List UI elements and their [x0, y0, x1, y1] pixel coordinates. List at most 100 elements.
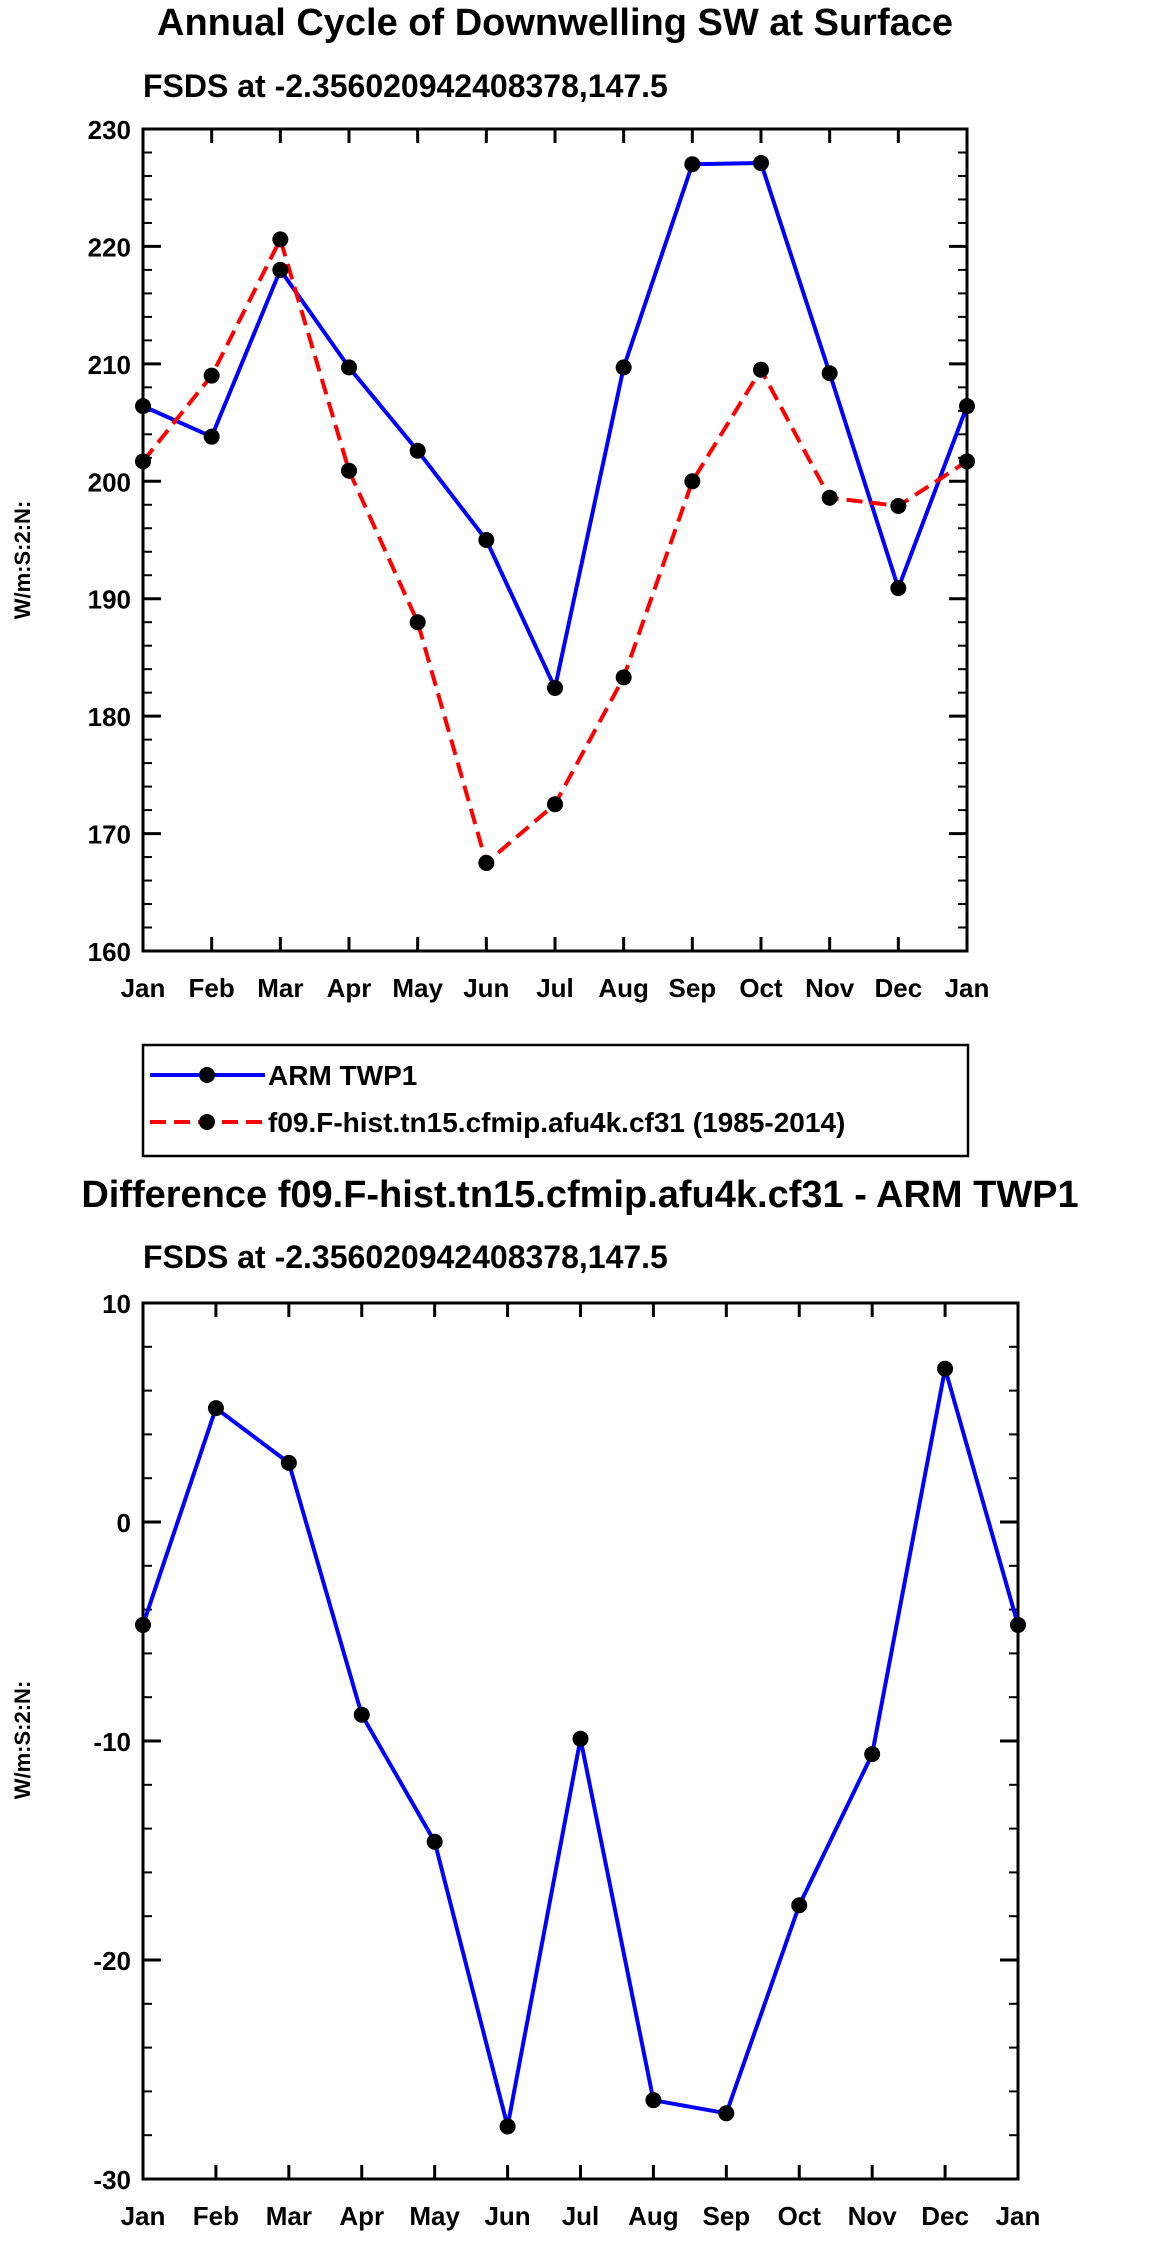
- chart-1-series-0-point: [615, 359, 632, 376]
- chart-2-series-0-point: [135, 1616, 151, 1633]
- chart-2-x-tick-label: Jul: [562, 2201, 600, 2231]
- chart-1-series-1-point: [684, 473, 701, 490]
- chart-1-series-1-point: [753, 361, 769, 378]
- chart-1-series-0-point: [959, 398, 975, 415]
- chart-1-series-1-point: [203, 367, 220, 384]
- chart-1-x-tick-label: May: [392, 973, 443, 1003]
- chart-1-x-tick-labels: Jan Feb Mar Apr May Jun Jul Aug Sep Oct Nov Dec Jan: [121, 973, 990, 1003]
- chart-1-series-1-point: [341, 462, 357, 479]
- chart-1-subtitle: FSDS at -2.356020942408378,147.5: [143, 68, 668, 104]
- chart-1-series-1-point: [959, 453, 975, 470]
- chart-2-title: Difference f09.F-hist.tn15.cfmip.afu4k.c…: [81, 1174, 1078, 1216]
- chart-2-x-tick-label: Aug: [628, 2201, 679, 2231]
- chart-2-subtitle: FSDS at -2.356020942408378,147.5: [143, 1239, 668, 1275]
- chart-1-y-tick-label: 210: [88, 350, 131, 380]
- chart-2: Difference f09.F-hist.tn15.cfmip.afu4k.c…: [10, 1174, 1079, 2231]
- chart-2-plot-frame: [141, 1301, 1020, 2181]
- chart-2-x-tick-label: Nov: [848, 2201, 898, 2231]
- chart-1-x-tick-label: Nov: [805, 973, 855, 1003]
- chart-1-x-tick-label: Apr: [327, 973, 372, 1003]
- chart-2-series-0-point: [572, 1730, 589, 1747]
- chart-2-x-tick-label: Mar: [266, 2201, 312, 2231]
- chart-1-y-axis-label: W/m:S:2:N:: [10, 501, 35, 620]
- chart-2-x-tick-label: Jan: [996, 2201, 1041, 2231]
- chart-1-series-line-1: [141, 237, 969, 865]
- legend-arm-label: ARM TWP1: [268, 1060, 417, 1091]
- chart-1-x-tick-label: Aug: [598, 973, 649, 1003]
- chart-1-x-tick-label: Oct: [739, 973, 783, 1003]
- chart-1-series-line-0: [142, 161, 969, 690]
- chart-2-series-0-point: [864, 1746, 881, 1763]
- legend-box: [141, 1043, 970, 1158]
- chart-2-x-tick-label: Jun: [484, 2201, 530, 2231]
- chart-2-y-tick-label: 10: [102, 1289, 131, 1319]
- chart-2-series-0-point: [718, 2105, 735, 2122]
- chart-1-x-tick-label: Jul: [536, 973, 574, 1003]
- chart-1-series-0-point: [684, 156, 701, 173]
- chart-2-series: [135, 1360, 1026, 2135]
- chart-1-x-tick-label: Jun: [463, 973, 509, 1003]
- chart-2-x-tick-label: Oct: [778, 2201, 822, 2231]
- chart-1-series-1-point: [409, 614, 426, 631]
- chart-1-x-tick-label: Dec: [874, 973, 922, 1003]
- legend-model-marker: [199, 1114, 215, 1130]
- chart-1-series-0-point: [203, 428, 220, 445]
- chart-1-series-1-point: [890, 497, 907, 514]
- chart-2-series-0-point: [645, 2092, 662, 2109]
- chart-2-series-0-point: [280, 1454, 297, 1471]
- chart-1-series-0-point: [341, 359, 357, 376]
- chart-1-series: [135, 155, 975, 871]
- chart-1-series-1-point: [272, 231, 289, 248]
- chart-1-y-tick-label: 220: [88, 232, 131, 262]
- chart-1-x-tick-label: Sep: [668, 973, 716, 1003]
- chart-2-x-tick-label: May: [409, 2201, 460, 2231]
- chart-1: Annual Cycle of Downwelling SW at Surfac…: [10, 2, 989, 1003]
- chart-1-x-tick-label: Mar: [257, 973, 303, 1003]
- chart-1-y-tick-labels: 160 170 180 190 200 210 220 230: [88, 115, 131, 967]
- legend-model-label: f09.F-hist.tn15.cfmip.afu4k.cf31 (1985-2…: [268, 1107, 845, 1138]
- chart-2-series-0-point: [791, 1897, 808, 1914]
- chart-2-series-0-point: [426, 1833, 443, 1850]
- chart-1-y-tick-label: 230: [88, 115, 131, 145]
- chart-1-x-tick-label: Jan: [945, 973, 990, 1003]
- chart-1-series-1-point: [478, 854, 495, 871]
- chart-2-series-line-0: [141, 1366, 1020, 2129]
- chart-2-y-tick-label: -10: [93, 1727, 131, 1757]
- chart-2-x-tick-label: Apr: [339, 2201, 384, 2231]
- chart-2-x-tick-labels: Jan Feb Mar Apr May Jun Jul Aug Sep Oct Nov Dec Jan: [121, 2201, 1041, 2231]
- chart-2-series-0-point: [353, 1706, 370, 1723]
- chart-1-series-1-point: [615, 669, 632, 686]
- chart-2-series-0-point: [937, 1360, 954, 1377]
- chart-2-series-0-point: [207, 1400, 224, 1417]
- chart-1-y-tick-label: 170: [88, 820, 131, 850]
- chart-1-series-0-point: [478, 532, 495, 548]
- chart-1-ticks: [141, 127, 969, 953]
- chart-2-y-axis-label: W/m:S:2:N:: [10, 1681, 35, 1800]
- chart-1-y-tick-label: 160: [88, 937, 131, 967]
- chart-1-x-tick-label: Jan: [121, 973, 166, 1003]
- chart-1-y-tick-label: 190: [88, 585, 131, 615]
- chart-1-legend: ARM TWP1 f09.F-hist.tn15.cfmip.afu4k.cf3…: [141, 1043, 970, 1158]
- chart-1-series-0-point: [821, 365, 838, 382]
- chart-1-y-tick-label: 200: [88, 467, 131, 497]
- chart-1-title: Annual Cycle of Downwelling SW at Surfac…: [157, 2, 953, 44]
- chart-2-y-tick-label: 0: [117, 1508, 131, 1538]
- chart-2-y-tick-label: -30: [93, 2165, 131, 2195]
- chart-1-series-0-point: [409, 442, 426, 459]
- chart-1-series-0-point: [547, 679, 563, 696]
- chart-2-series-0-point: [1010, 1616, 1026, 1633]
- chart-1-series-0-point: [272, 261, 289, 278]
- chart-1-series-1-point: [135, 453, 151, 470]
- chart-2-x-tick-label: Dec: [921, 2201, 969, 2231]
- chart-1-series-0-point: [135, 398, 151, 415]
- chart-1-series-1-point: [547, 796, 563, 813]
- chart-1-plot-frame: [141, 127, 969, 953]
- chart-1-series-0-point: [753, 155, 769, 172]
- chart-2-y-tick-label: -20: [93, 1946, 131, 1976]
- chart-2-x-tick-label: Sep: [702, 2201, 750, 2231]
- legend-arm-marker: [199, 1067, 215, 1083]
- chart-2-x-tick-label: Jan: [121, 2201, 166, 2231]
- chart-1-series-0-point: [890, 580, 907, 597]
- chart-1-y-tick-label: 180: [88, 702, 131, 732]
